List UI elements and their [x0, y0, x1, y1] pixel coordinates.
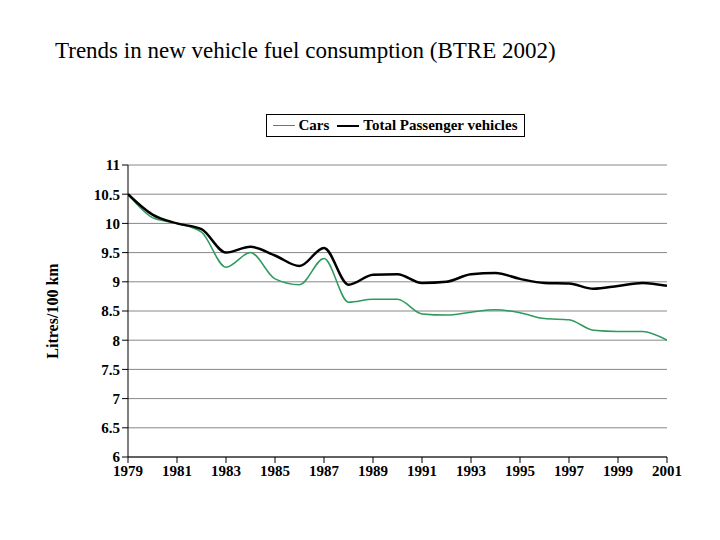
html-text:Cars: Cars	[298, 117, 330, 133]
svg-text:8: 8	[113, 333, 121, 349]
svg-text:6.5: 6.5	[101, 420, 120, 436]
svg-text:6: 6	[113, 449, 121, 465]
svg-text:1991: 1991	[407, 463, 437, 479]
svg-text:10.5: 10.5	[94, 187, 120, 203]
svg-text:1981: 1981	[162, 463, 192, 479]
svg-text:1979: 1979	[113, 462, 143, 479]
svg-text:7.5: 7.5	[101, 362, 120, 378]
svg-text:10: 10	[105, 216, 120, 232]
svg-text:11: 11	[106, 157, 120, 173]
svg-text:Litres/100 km: Litres/100 km	[44, 263, 61, 359]
svg-text:2001: 2001	[652, 463, 682, 479]
svg-text:9: 9	[113, 274, 121, 290]
svg-text:1983: 1983	[211, 463, 241, 479]
svg-text:7: 7	[113, 391, 121, 407]
html-text:Trends in new vehicle fuel con: Trends in new vehicle fuel consumption (…	[55, 38, 556, 63]
svg-text:8.5: 8.5	[101, 303, 120, 319]
html-text:Total Passenger vehicles: Total Passenger vehicles	[363, 117, 518, 133]
svg-text:1993: 1993	[456, 463, 486, 479]
svg-text:1985: 1985	[260, 463, 290, 479]
svg-text:1995: 1995	[505, 463, 535, 479]
svg-text:1999: 1999	[603, 463, 633, 479]
svg-text:9.5: 9.5	[101, 245, 120, 261]
svg-text:1989: 1989	[358, 463, 388, 479]
svg-text:1987: 1987	[309, 463, 340, 479]
svg-text:1997: 1997	[554, 463, 585, 479]
